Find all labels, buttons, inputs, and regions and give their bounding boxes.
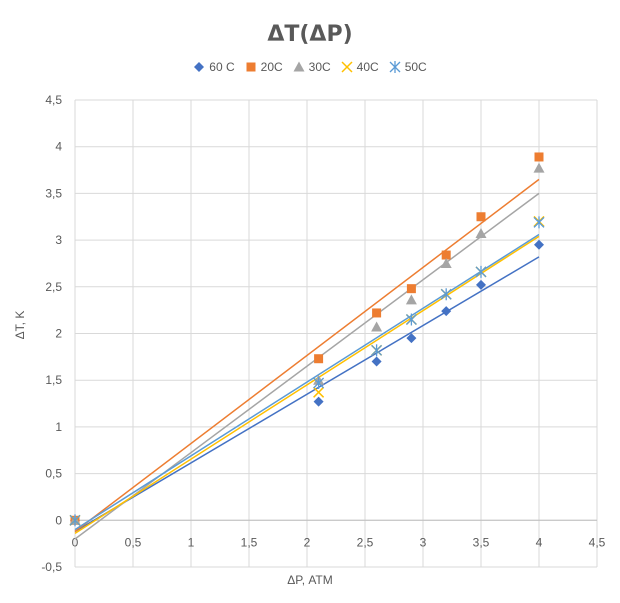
data-point-triangle [533, 162, 545, 173]
x-tick-label: 4 [536, 535, 543, 549]
data-point-square [534, 152, 544, 162]
data-point-diamond [406, 333, 417, 344]
data-point-diamond [441, 306, 452, 317]
data-point-square [476, 212, 486, 222]
data-point-triangle [475, 228, 487, 239]
legend-label: 50C [404, 60, 427, 74]
legend-marker-square [246, 62, 256, 72]
x-tick-label: 3 [420, 535, 427, 549]
data-point-diamond [534, 239, 544, 250]
legend-marker-asterisk [389, 61, 401, 73]
legend-item: 40C [341, 60, 379, 74]
data-point-diamond [476, 279, 486, 290]
y-tick-label: 0,5 [45, 467, 62, 481]
y-tick-label: 2,5 [45, 280, 62, 294]
legend-item: 20C [245, 60, 283, 74]
data-point-diamond [313, 396, 324, 407]
y-tick-label: 1 [55, 420, 62, 434]
y-tick-label: 3,5 [45, 186, 62, 200]
x-tick-label: 1 [188, 535, 195, 549]
data-point-triangle [371, 321, 383, 332]
x-tick-label: 0,5 [125, 535, 142, 549]
legend-label: 60 C [209, 60, 235, 74]
y-tick-label: 0 [55, 513, 62, 527]
data-point-triangle [440, 257, 452, 268]
y-tick-label: 3 [55, 233, 62, 247]
legend-item: 60 C [193, 60, 235, 74]
x-tick-label: 2 [304, 535, 311, 549]
legend-label: 30C [308, 60, 331, 74]
legend-marker-x [341, 61, 353, 73]
data-point-x [313, 386, 325, 398]
y-tick-label: -0,5 [41, 560, 62, 574]
data-point-square [246, 62, 256, 72]
x-axis-label: ΔP, АТМ [287, 573, 333, 587]
x-tick-label: 1,5 [241, 535, 258, 549]
data-point-asterisk [389, 61, 401, 73]
legend-marker-diamond [194, 62, 205, 72]
data-point-asterisk [371, 344, 383, 357]
data-point-asterisk [533, 216, 545, 229]
trendline-triangle [74, 192, 540, 540]
data-point-square [406, 284, 416, 294]
chart-title: ΔT(ΔP) [267, 22, 353, 47]
data-point-x [341, 61, 353, 73]
trendline-asterisk [74, 233, 540, 531]
data-point-asterisk [69, 514, 81, 527]
data-point-asterisk [313, 377, 325, 390]
data-point-asterisk [475, 265, 487, 278]
x-tick-label: 2,5 [357, 535, 374, 549]
legend-label: 40C [356, 60, 379, 74]
data-point-asterisk [440, 288, 452, 301]
legend-item: 50C [389, 60, 427, 74]
y-tick-label: 1,5 [45, 373, 62, 387]
data-point-triangle [405, 294, 417, 305]
trendline-diamond [74, 256, 540, 533]
data-point-diamond [194, 62, 205, 72]
data-point-triangle [293, 61, 305, 72]
trendline-square [74, 178, 540, 533]
legend-label: 20C [260, 60, 283, 74]
data-point-diamond [371, 356, 382, 367]
legend-item: 30C [293, 60, 331, 74]
y-tick-label: 4 [55, 140, 62, 154]
y-axis-label: ΔT, K [13, 310, 27, 340]
legend: 60 C 20C 30C 40C 50C [0, 60, 620, 74]
y-tick-label: 2 [55, 327, 62, 341]
x-tick-label: 3,5 [473, 535, 490, 549]
y-tick-label: 4,5 [45, 93, 62, 107]
trendline-x [74, 235, 540, 535]
legend-marker-triangle [293, 61, 305, 72]
x-tick-label: 0 [72, 535, 79, 549]
x-tick-label: 4,5 [589, 535, 606, 549]
data-point-asterisk [405, 313, 417, 326]
data-point-square [441, 250, 451, 260]
data-point-square [372, 308, 382, 318]
data-point-square [314, 354, 324, 364]
